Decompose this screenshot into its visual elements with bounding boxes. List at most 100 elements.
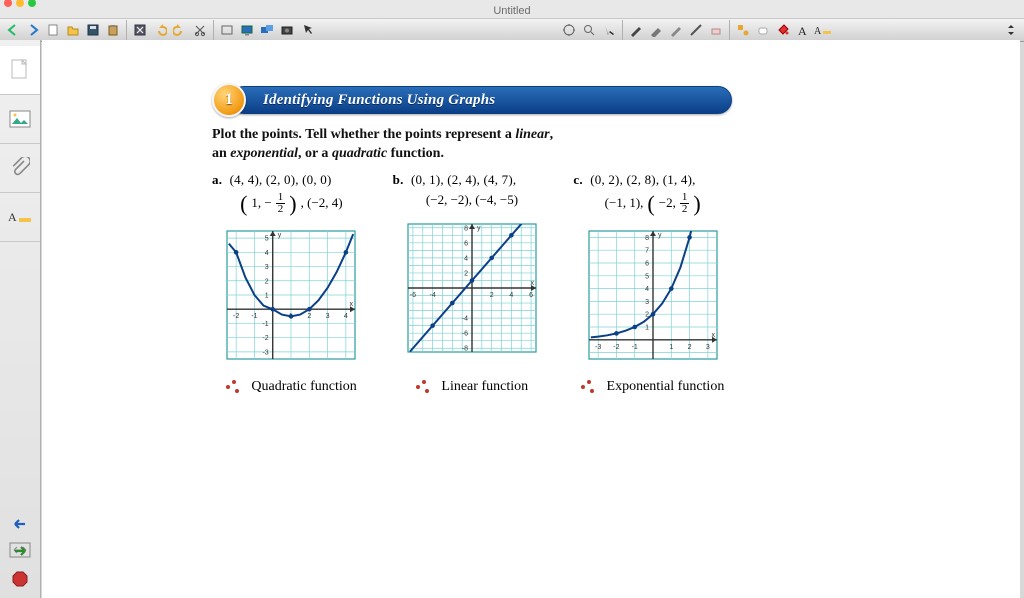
eraser-alt-icon[interactable] <box>754 21 772 39</box>
svg-text:2: 2 <box>464 270 468 277</box>
problem-a-points-1: (4, 4), (2, 0), (0, 0) <box>230 172 332 187</box>
toolbox-icon[interactable] <box>131 21 149 39</box>
answer-a: Quadratic function <box>212 379 371 395</box>
section-number-badge: 1 <box>212 83 246 117</box>
open-folder-icon[interactable] <box>64 21 82 39</box>
svg-text:3: 3 <box>706 344 710 351</box>
svg-text:A: A <box>814 26 822 37</box>
paste-clipboard-icon[interactable] <box>104 21 122 39</box>
svg-text:-1: -1 <box>631 344 637 351</box>
svg-text:-6: -6 <box>410 292 416 299</box>
paint-bucket-icon[interactable] <box>774 21 792 39</box>
problems-row: a. (4, 4), (2, 0), (0, 0) ( 1, − 12 ) , … <box>212 172 732 365</box>
problem-a: a. (4, 4), (2, 0), (0, 0) ( 1, − 12 ) , … <box>212 172 371 365</box>
answer-c: Exponential function <box>573 379 732 395</box>
highlighter-icon[interactable] <box>647 21 665 39</box>
left-sidebar: A <box>0 40 41 598</box>
answers-row: Quadratic function Linear function Expon… <box>212 379 732 395</box>
camera-icon[interactable] <box>278 21 296 39</box>
screen-rect-icon[interactable] <box>218 21 236 39</box>
pen-alt-icon[interactable] <box>667 21 685 39</box>
svg-text:-3: -3 <box>263 349 269 356</box>
attachment-icon[interactable] <box>0 144 40 193</box>
blank-page-icon[interactable] <box>0 46 40 95</box>
main-toolbar: A A <box>0 19 1024 42</box>
svg-text:x: x <box>711 332 715 339</box>
cut-scissors-icon[interactable] <box>191 21 209 39</box>
pointer-hand-icon[interactable] <box>298 21 316 39</box>
svg-text:A: A <box>798 24 807 37</box>
forward-arrow-icon[interactable] <box>24 21 42 39</box>
left-arrow-icon[interactable] <box>11 517 29 536</box>
minimize-window-button[interactable] <box>16 0 24 7</box>
problem-a-points-2: ( 1, − 12 ) , (−2, 4) <box>212 192 371 215</box>
problem-c: c. (0, 2), (2, 8), (1, 4), (−1, 1), ( −2… <box>573 172 732 365</box>
screens-icon[interactable] <box>258 21 276 39</box>
svg-text:y: y <box>278 232 282 239</box>
svg-text:x: x <box>531 280 535 287</box>
cursor-icon[interactable] <box>600 21 618 39</box>
problem-c-label: c. <box>573 172 582 188</box>
monitor-icon[interactable] <box>238 21 256 39</box>
back-arrow-icon[interactable] <box>4 21 22 39</box>
svg-text:-3: -3 <box>595 344 601 351</box>
svg-text:2: 2 <box>490 292 494 299</box>
svg-text:7: 7 <box>645 247 649 254</box>
line-tool-icon[interactable] <box>687 21 705 39</box>
shape-pick-icon[interactable] <box>734 21 752 39</box>
svg-text:4: 4 <box>509 292 513 299</box>
eraser-icon[interactable] <box>707 21 725 39</box>
svg-text:-4: -4 <box>429 292 435 299</box>
expand-vertical-icon[interactable] <box>1002 21 1020 39</box>
problem-a-graph: -2-11234-3-2-112345xy <box>221 225 361 365</box>
bullet-icon <box>226 380 240 394</box>
svg-text:8: 8 <box>464 225 468 232</box>
svg-text:-1: -1 <box>263 321 269 328</box>
document-title: Untitled <box>0 4 1024 19</box>
svg-text:x: x <box>350 301 354 308</box>
svg-text:-2: -2 <box>233 313 239 320</box>
problem-b: b. (0, 1), (2, 4), (4, 7), (−2, −2), (−4… <box>393 172 552 365</box>
text-style-icon[interactable]: A <box>814 21 832 39</box>
page-canvas[interactable]: Identifying Functions Using Graphs 1 Plo… <box>42 40 1020 598</box>
magnifier-icon[interactable] <box>580 21 598 39</box>
right-arrow-icon[interactable] <box>11 544 29 563</box>
problem-c-graph: -3-2-112312345678xy <box>583 225 723 365</box>
svg-text:1: 1 <box>265 292 269 299</box>
svg-text:y: y <box>477 225 481 232</box>
text-style-sidebar-icon[interactable]: A <box>0 193 40 242</box>
mac-titlebar <box>0 0 1024 4</box>
svg-text:A: A <box>8 210 17 224</box>
svg-text:2: 2 <box>308 313 312 320</box>
svg-text:8: 8 <box>645 235 649 242</box>
svg-text:2: 2 <box>687 344 691 351</box>
section-header: Identifying Functions Using Graphs 1 <box>212 86 732 114</box>
svg-text:3: 3 <box>326 313 330 320</box>
redo-icon[interactable] <box>171 21 189 39</box>
svg-text:4: 4 <box>265 250 269 257</box>
instructions-text: Plot the points. Tell whether the points… <box>212 126 732 164</box>
svg-text:-6: -6 <box>462 330 468 337</box>
image-icon[interactable] <box>0 95 40 144</box>
svg-text:-4: -4 <box>462 315 468 322</box>
svg-text:4: 4 <box>464 255 468 262</box>
svg-text:5: 5 <box>265 235 269 242</box>
lesson-page: Identifying Functions Using Graphs 1 Plo… <box>212 86 732 395</box>
save-disk-icon[interactable] <box>84 21 102 39</box>
problem-b-points-1: (0, 1), (2, 4), (4, 7), <box>411 172 516 187</box>
svg-text:6: 6 <box>529 292 533 299</box>
answer-b: Linear function <box>393 379 552 395</box>
close-window-button[interactable] <box>4 0 12 7</box>
zoom-target-icon[interactable] <box>560 21 578 39</box>
svg-text:3: 3 <box>645 299 649 306</box>
svg-text:-1: -1 <box>252 313 258 320</box>
svg-text:6: 6 <box>464 240 468 247</box>
pen-icon[interactable] <box>627 21 645 39</box>
zoom-window-button[interactable] <box>28 0 36 7</box>
bullet-icon <box>416 380 430 394</box>
undo-icon[interactable] <box>151 21 169 39</box>
stop-icon[interactable] <box>12 571 28 592</box>
text-a-icon[interactable]: A <box>794 21 812 39</box>
new-doc-icon[interactable] <box>44 21 62 39</box>
problem-a-label: a. <box>212 172 222 188</box>
